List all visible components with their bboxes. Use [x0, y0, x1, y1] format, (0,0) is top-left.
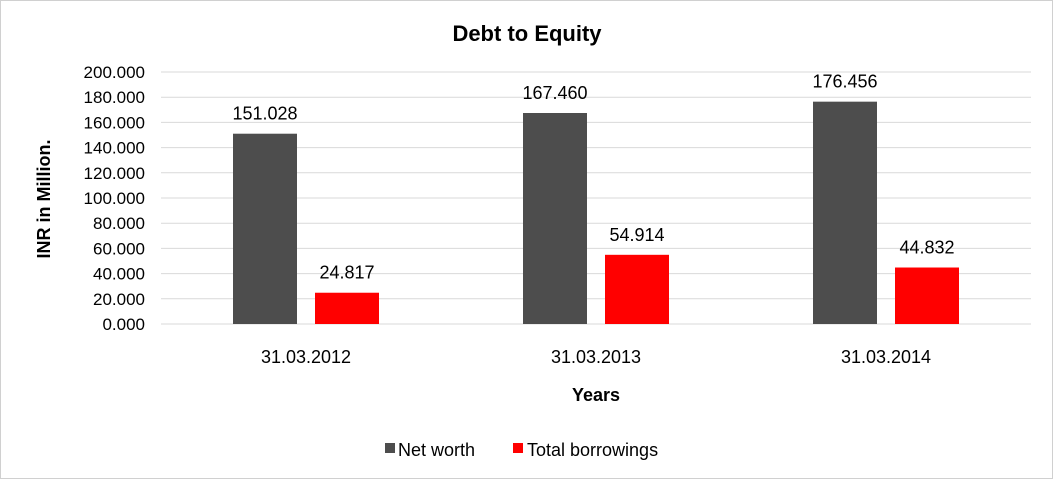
legend-label: Net worth	[398, 440, 475, 460]
data-label: 24.817	[319, 263, 374, 283]
x-category-label: 31.03.2014	[841, 347, 931, 367]
y-tick-label: 20.000	[93, 290, 145, 309]
data-label: 167.460	[522, 83, 587, 103]
gridlines	[161, 71, 1031, 325]
data-label: 54.914	[609, 225, 664, 245]
y-tick-label: 120.000	[84, 164, 145, 183]
chart-title: Debt to Equity	[452, 21, 602, 46]
y-tick-label: 40.000	[93, 265, 145, 284]
data-labels: 151.028 24.817 167.460 54.914 176.456 44.832	[232, 72, 954, 283]
x-axis-title: Years	[572, 385, 620, 405]
bar-net-worth	[523, 113, 587, 324]
bar-net-worth	[233, 133, 297, 324]
bar-net-worth	[813, 101, 877, 325]
y-axis-title: INR in Million.	[34, 140, 54, 259]
y-tick-label: 100.000	[84, 189, 145, 208]
y-tick-label: 0.000	[102, 315, 145, 334]
bar-total-borrowings	[605, 254, 669, 324]
data-label: 176.456	[812, 72, 877, 92]
x-axis-categories: 31.03.2012 31.03.2013 31.03.2014	[261, 347, 931, 367]
y-tick-label: 60.000	[93, 239, 145, 258]
x-category-label: 31.03.2012	[261, 347, 351, 367]
data-label: 44.832	[899, 238, 954, 258]
y-tick-label: 140.000	[84, 139, 145, 158]
y-axis-ticks: 0.000 20.000 40.000 60.000 80.000 100.000 120.…	[84, 63, 145, 334]
data-label: 151.028	[232, 104, 297, 124]
legend-swatch	[385, 443, 395, 453]
y-tick-label: 200.000	[84, 63, 145, 82]
bar-total-borrowings	[315, 292, 379, 324]
bar-total-borrowings	[895, 267, 959, 324]
y-tick-label: 180.000	[84, 88, 145, 107]
legend-label: Total borrowings	[527, 440, 658, 460]
legend: Net worth Total borrowings	[385, 440, 658, 460]
x-category-label: 31.03.2013	[551, 347, 641, 367]
legend-swatch	[513, 443, 523, 453]
y-tick-label: 80.000	[93, 214, 145, 233]
bars	[233, 101, 959, 325]
y-tick-label: 160.000	[84, 113, 145, 132]
